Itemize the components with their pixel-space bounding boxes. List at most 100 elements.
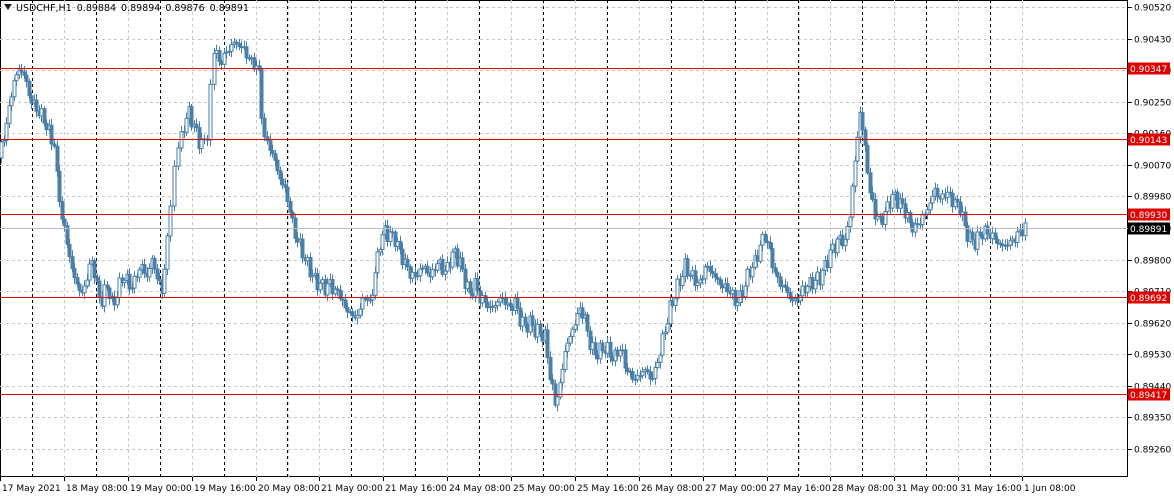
candle-body [19, 69, 24, 73]
candle-body [115, 297, 120, 306]
candle-body [635, 375, 640, 380]
level-label: 0.89417 [1130, 391, 1167, 401]
chart-header: USDCHF,H1 0.89884 0.89894 0.89876 0.89891 [4, 3, 254, 14]
candle-body [172, 165, 177, 207]
candle-body [4, 122, 9, 141]
candle-body [234, 41, 239, 45]
candle-body [608, 342, 613, 358]
close-value: 0.89891 [209, 3, 249, 14]
candle-body [1023, 222, 1028, 237]
candle-body [848, 216, 853, 227]
level-label: 0.90143 [1130, 136, 1167, 146]
candle-body [12, 80, 17, 98]
candle-body [290, 211, 295, 219]
candle-body [184, 117, 189, 133]
candle-body [845, 225, 850, 240]
candle-body [343, 299, 348, 309]
x-tick-label: 27 May 00:00 [705, 484, 767, 494]
candle-body [373, 272, 378, 296]
candle-body [165, 235, 170, 270]
candle-body [415, 275, 420, 278]
candle-body [768, 242, 773, 250]
candle-body [930, 195, 935, 204]
candle-body [257, 65, 262, 71]
candle-body [560, 368, 565, 384]
x-tick-label: 19 May 00:00 [130, 484, 192, 494]
candle-body [585, 314, 590, 332]
x-tick-label: 17 May 2021 [2, 484, 61, 494]
candle-body [1005, 244, 1010, 247]
candle-body [14, 74, 19, 82]
candle-body [715, 276, 720, 280]
candle-body [985, 225, 990, 235]
level-label-bg [1128, 133, 1170, 146]
candle-body [865, 144, 870, 174]
candle-body [675, 278, 680, 300]
candle-body [530, 315, 535, 327]
candle-body [268, 140, 273, 151]
dropdown-arrow-icon[interactable] [4, 4, 12, 10]
y-tick-label: 0.90430 [1134, 36, 1171, 46]
candle-body [57, 170, 62, 203]
candle-body [468, 281, 473, 294]
candle-body [925, 209, 930, 215]
y-tick-label: 0.89350 [1134, 414, 1171, 424]
candle-body [52, 143, 57, 147]
candle-body [550, 379, 555, 385]
candle-body [718, 278, 723, 286]
candle-body [308, 257, 313, 278]
candle-body [945, 191, 950, 199]
y-tick-label: 0.90250 [1134, 99, 1171, 109]
candle-body [545, 329, 550, 359]
candle-body [49, 124, 54, 145]
candle-body [380, 234, 385, 251]
candle-body [55, 145, 60, 172]
candle-body [1008, 240, 1013, 246]
candle-body [703, 265, 708, 280]
y-tick-label: 0.90520 [1134, 4, 1171, 14]
candle-body [813, 279, 818, 290]
candle-body [176, 147, 181, 167]
candle-body [660, 333, 665, 356]
x-tick-label: 18 May 08:00 [66, 484, 128, 494]
x-tick-label: 19 May 16:00 [194, 484, 256, 494]
candle-body [122, 279, 127, 284]
candle-body [523, 316, 528, 326]
candle-body [773, 267, 778, 273]
candle-body [648, 371, 653, 380]
candle-body [259, 69, 264, 119]
x-tick-label: 31 May 00:00 [896, 484, 958, 494]
candle-body [360, 297, 365, 310]
candle-body [935, 187, 940, 198]
candle-body [835, 238, 840, 254]
y-tick-label: 0.89980 [1134, 193, 1171, 203]
x-tick-label: 28 May 08:00 [832, 484, 894, 494]
candle-body [107, 287, 112, 300]
x-tick-label: 25 May 16:00 [577, 484, 639, 494]
candle-body [355, 314, 360, 319]
candle-body [315, 272, 320, 291]
candle-body [398, 241, 403, 250]
candle-body [655, 361, 660, 368]
candle-body [555, 396, 560, 406]
candle-body [685, 258, 690, 276]
candle-body [765, 240, 770, 244]
candle-body [820, 269, 825, 286]
candle-body [435, 263, 440, 271]
candle-body [853, 160, 858, 187]
candle-body [843, 238, 848, 247]
candle-body [710, 270, 715, 274]
candle-body [460, 257, 465, 270]
candle-body [863, 129, 868, 146]
candle-body [565, 342, 570, 352]
candle-body [400, 248, 405, 266]
candle-body [229, 43, 234, 52]
candle-body [127, 273, 132, 290]
candle-body [850, 185, 855, 218]
candle-body [92, 260, 97, 279]
candle-body [425, 265, 430, 274]
candle-body [600, 342, 605, 352]
candle-body [34, 99, 39, 112]
